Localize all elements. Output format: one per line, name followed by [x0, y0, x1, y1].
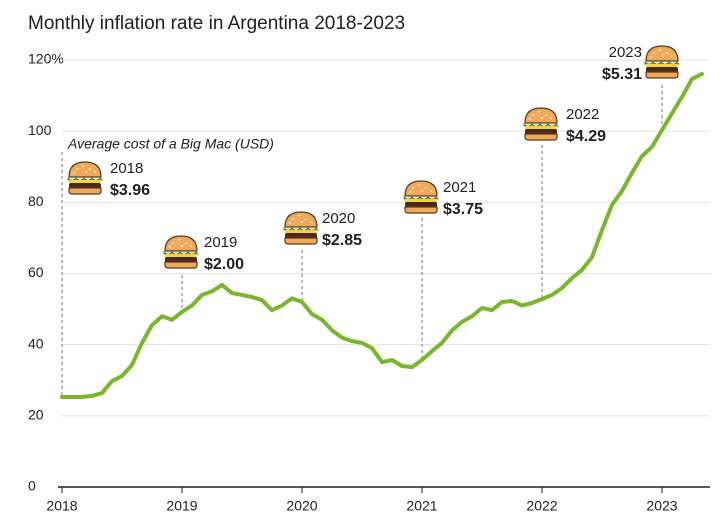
- x-tick-label: 2021: [406, 498, 437, 514]
- seed: [72, 172, 76, 174]
- cheese: [285, 230, 317, 233]
- seed: [420, 190, 424, 192]
- seed: [424, 187, 428, 189]
- burger-icon: [163, 235, 199, 269]
- x-tick-label: 2022: [526, 498, 557, 514]
- seed: [665, 52, 669, 54]
- cheese: [69, 180, 101, 183]
- annotation-price: $4.29: [566, 128, 606, 145]
- patty: [285, 233, 317, 238]
- seed: [417, 184, 421, 186]
- bun-top: [404, 180, 438, 197]
- burger-icon: [644, 45, 680, 79]
- annotation-price: $3.75: [443, 201, 483, 218]
- bun-top: [284, 211, 318, 228]
- patty: [165, 257, 197, 262]
- seed: [291, 218, 295, 220]
- note: Average cost of a Big Mac (USD): [67, 136, 274, 152]
- seed: [304, 218, 308, 220]
- seed: [171, 242, 175, 244]
- seed: [549, 117, 553, 119]
- annotation-price: $5.31: [602, 66, 642, 83]
- seed: [180, 245, 184, 247]
- bun-bottom: [284, 237, 318, 245]
- burger-icon: [283, 211, 319, 245]
- bun-top: [645, 45, 679, 62]
- annotation-year: 2018: [110, 160, 143, 177]
- seed: [528, 118, 532, 120]
- y-tick-label: 20: [28, 407, 44, 423]
- bun-bottom: [68, 187, 102, 195]
- seed: [93, 171, 97, 173]
- seed: [652, 52, 656, 54]
- bun-top: [524, 107, 558, 124]
- cheese: [646, 64, 678, 67]
- bun-bottom: [524, 133, 558, 141]
- annotation-price: $2.00: [204, 256, 244, 273]
- seed: [537, 111, 541, 113]
- burger-icon: [403, 180, 439, 214]
- seed: [88, 168, 92, 170]
- patty: [405, 202, 437, 207]
- seed: [429, 190, 433, 192]
- y-tick-label: 100: [28, 122, 52, 138]
- patty: [69, 183, 101, 188]
- seed: [658, 49, 662, 51]
- bun-top: [68, 161, 102, 178]
- seed: [177, 239, 181, 241]
- seed: [189, 245, 193, 247]
- annotation-year: 2023: [609, 44, 642, 61]
- seed: [540, 117, 544, 119]
- data-line: [60, 71, 704, 399]
- seed: [184, 242, 188, 244]
- seed: [309, 221, 313, 223]
- x-tick-label: 2019: [166, 498, 197, 514]
- seed: [75, 168, 79, 170]
- seed: [300, 221, 304, 223]
- burger-icon: [67, 161, 103, 195]
- seed: [84, 171, 88, 173]
- cheese: [525, 126, 557, 129]
- annotation-year: 2019: [204, 234, 237, 251]
- seed: [531, 114, 535, 116]
- chart-title: Monthly inflation rate in Argentina 2018…: [28, 13, 405, 34]
- burger-icon: [523, 107, 559, 141]
- bun-bottom: [404, 206, 438, 214]
- patty: [646, 67, 678, 72]
- seed: [544, 114, 548, 116]
- seed: [288, 222, 292, 224]
- annotation-price: $3.96: [110, 182, 150, 199]
- seed: [661, 55, 665, 57]
- x-tick-label: 2020: [286, 498, 317, 514]
- seed: [649, 56, 653, 58]
- seed: [670, 55, 674, 57]
- seed: [168, 246, 172, 248]
- patty: [525, 129, 557, 134]
- annotation-year: 2021: [443, 179, 476, 196]
- bun-bottom: [645, 71, 679, 79]
- seed: [411, 187, 415, 189]
- x-tick-label: 2018: [46, 498, 77, 514]
- annotation-price: $2.85: [322, 232, 362, 249]
- cheese: [405, 199, 437, 202]
- annotation-year: 2022: [566, 106, 599, 123]
- y-tick-label: 60: [28, 264, 44, 280]
- seed: [81, 165, 85, 167]
- annotation-year: 2020: [322, 210, 355, 227]
- bun-bottom: [164, 261, 198, 269]
- seed: [408, 191, 412, 193]
- bun-top: [164, 235, 198, 252]
- y-tick-label: 80: [28, 193, 44, 209]
- x-tick-label: 2023: [646, 498, 677, 514]
- seed: [297, 215, 301, 217]
- y-tick-label: 40: [28, 335, 44, 351]
- cheese: [165, 254, 197, 257]
- y-tick-label: 0: [28, 478, 36, 494]
- y-tick-label: 120%: [28, 51, 64, 67]
